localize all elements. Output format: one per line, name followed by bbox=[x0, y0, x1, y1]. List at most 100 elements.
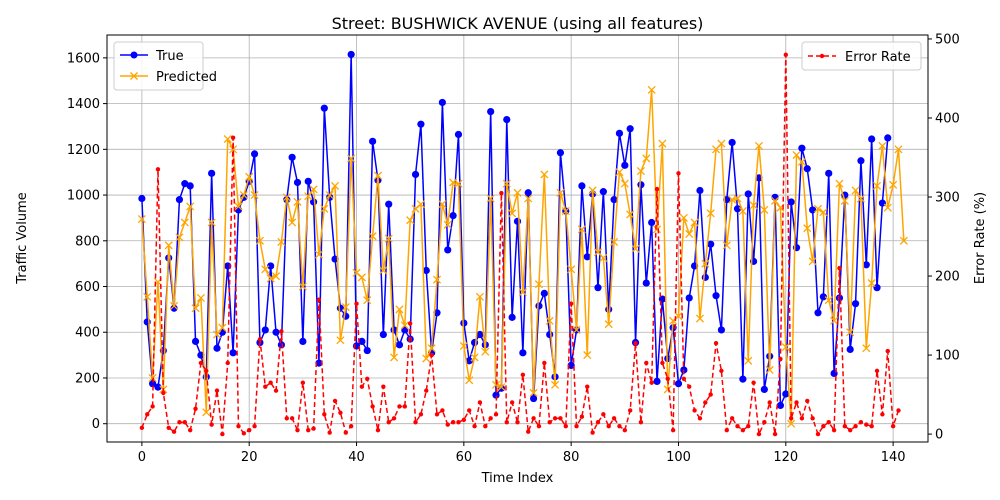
predicted-point bbox=[765, 365, 774, 375]
predicted-point bbox=[341, 303, 350, 312]
predicted-point bbox=[245, 172, 254, 181]
predicted-point bbox=[266, 274, 275, 283]
error-rate-point bbox=[187, 427, 193, 433]
true-point bbox=[615, 129, 624, 137]
true-point bbox=[798, 144, 806, 152]
error-rate-point bbox=[574, 423, 579, 429]
legend-predicted-marker bbox=[130, 72, 138, 80]
error-rate-point bbox=[509, 400, 515, 405]
predicted-point bbox=[491, 380, 501, 389]
error-rate-point bbox=[729, 416, 735, 421]
predicted-point bbox=[658, 139, 667, 148]
true-point bbox=[465, 357, 473, 365]
error-rate-point bbox=[306, 427, 311, 433]
true-point bbox=[546, 330, 554, 339]
error-rate-point bbox=[493, 412, 499, 417]
predicted-point bbox=[894, 145, 903, 154]
predicted-point bbox=[288, 218, 297, 227]
error-rate-point bbox=[601, 412, 606, 417]
x-axis-label: Time Index bbox=[481, 471, 554, 486]
true-point bbox=[149, 380, 157, 388]
true-point bbox=[835, 294, 844, 302]
true-point bbox=[519, 349, 527, 357]
predicted-point bbox=[309, 185, 318, 194]
predicted-point bbox=[400, 321, 409, 330]
predicted-point bbox=[475, 292, 484, 301]
error-rate-point bbox=[617, 423, 622, 429]
true-point bbox=[862, 261, 870, 269]
error-rate-point bbox=[762, 420, 767, 425]
error-rate-point bbox=[295, 427, 300, 433]
predicted-point bbox=[320, 204, 329, 213]
error-rate-point bbox=[279, 329, 284, 334]
x-tick-label: 40 bbox=[348, 450, 365, 465]
y-axis-label: Traffic Volume bbox=[15, 192, 30, 285]
true-point bbox=[470, 338, 479, 347]
error-rate-point bbox=[343, 430, 348, 435]
predicted-point bbox=[513, 188, 522, 197]
true-point bbox=[261, 326, 269, 334]
error-rate-point bbox=[483, 423, 488, 429]
true-point bbox=[814, 309, 822, 317]
error-rate-point bbox=[719, 368, 724, 374]
error-rate-point bbox=[316, 297, 322, 302]
error-rate-point bbox=[815, 431, 821, 437]
predicted-point bbox=[454, 179, 463, 188]
predicted-point bbox=[379, 266, 388, 275]
error-rate-point bbox=[230, 135, 236, 140]
error-rate-point bbox=[531, 416, 536, 421]
error-rate-point bbox=[644, 360, 649, 366]
predicted-point bbox=[207, 218, 216, 227]
predicted-point bbox=[706, 209, 715, 218]
error-rate-point bbox=[241, 431, 247, 436]
error-rate-point bbox=[751, 380, 756, 385]
true-point bbox=[578, 182, 586, 190]
predicted-point bbox=[679, 213, 688, 222]
error-rate-point bbox=[145, 412, 150, 417]
error-rate-point bbox=[263, 384, 268, 389]
predicted-point bbox=[459, 341, 468, 351]
error-rate-point bbox=[424, 388, 429, 393]
error-rate-point bbox=[724, 427, 729, 433]
predicted-point bbox=[588, 186, 597, 195]
error-rate-point bbox=[434, 412, 440, 417]
true-point bbox=[411, 170, 420, 179]
predicted-point bbox=[202, 408, 211, 417]
error-rate-point bbox=[515, 420, 520, 425]
error-rate-point bbox=[847, 427, 853, 433]
error-rate-point bbox=[354, 301, 359, 306]
predicted-point bbox=[856, 194, 865, 203]
true-point bbox=[701, 273, 709, 281]
error-rate-point bbox=[381, 384, 386, 389]
error-rate-point bbox=[252, 423, 257, 429]
true-point bbox=[454, 130, 463, 139]
y2-tick-label: 200 bbox=[935, 270, 960, 285]
y-tick-label: 200 bbox=[75, 371, 100, 386]
error-rate-point bbox=[692, 408, 697, 413]
predicted-point bbox=[685, 229, 694, 238]
error-rate-point bbox=[563, 423, 568, 429]
predicted-point bbox=[191, 304, 200, 313]
predicted-point bbox=[293, 197, 302, 206]
error-rate-point bbox=[445, 422, 450, 427]
error-rate-point bbox=[311, 426, 316, 431]
true-point bbox=[369, 137, 377, 145]
predicted-point bbox=[314, 250, 324, 259]
predicted-point bbox=[647, 85, 656, 94]
true-point bbox=[513, 217, 522, 225]
error-rate-point bbox=[504, 420, 509, 425]
predicted-point bbox=[551, 380, 560, 389]
true-point bbox=[293, 178, 302, 187]
true-point bbox=[422, 266, 430, 275]
predicted-point bbox=[234, 202, 243, 211]
error-rate-point bbox=[440, 408, 445, 413]
true-point bbox=[277, 341, 285, 349]
error-rate-point bbox=[595, 420, 601, 425]
error-rate-point bbox=[627, 408, 633, 413]
error-rate-point bbox=[885, 348, 890, 354]
legend-true-label: True bbox=[155, 49, 184, 64]
predicted-point bbox=[792, 150, 801, 160]
y2-tick-label: 300 bbox=[935, 191, 960, 206]
true-point bbox=[444, 246, 452, 254]
